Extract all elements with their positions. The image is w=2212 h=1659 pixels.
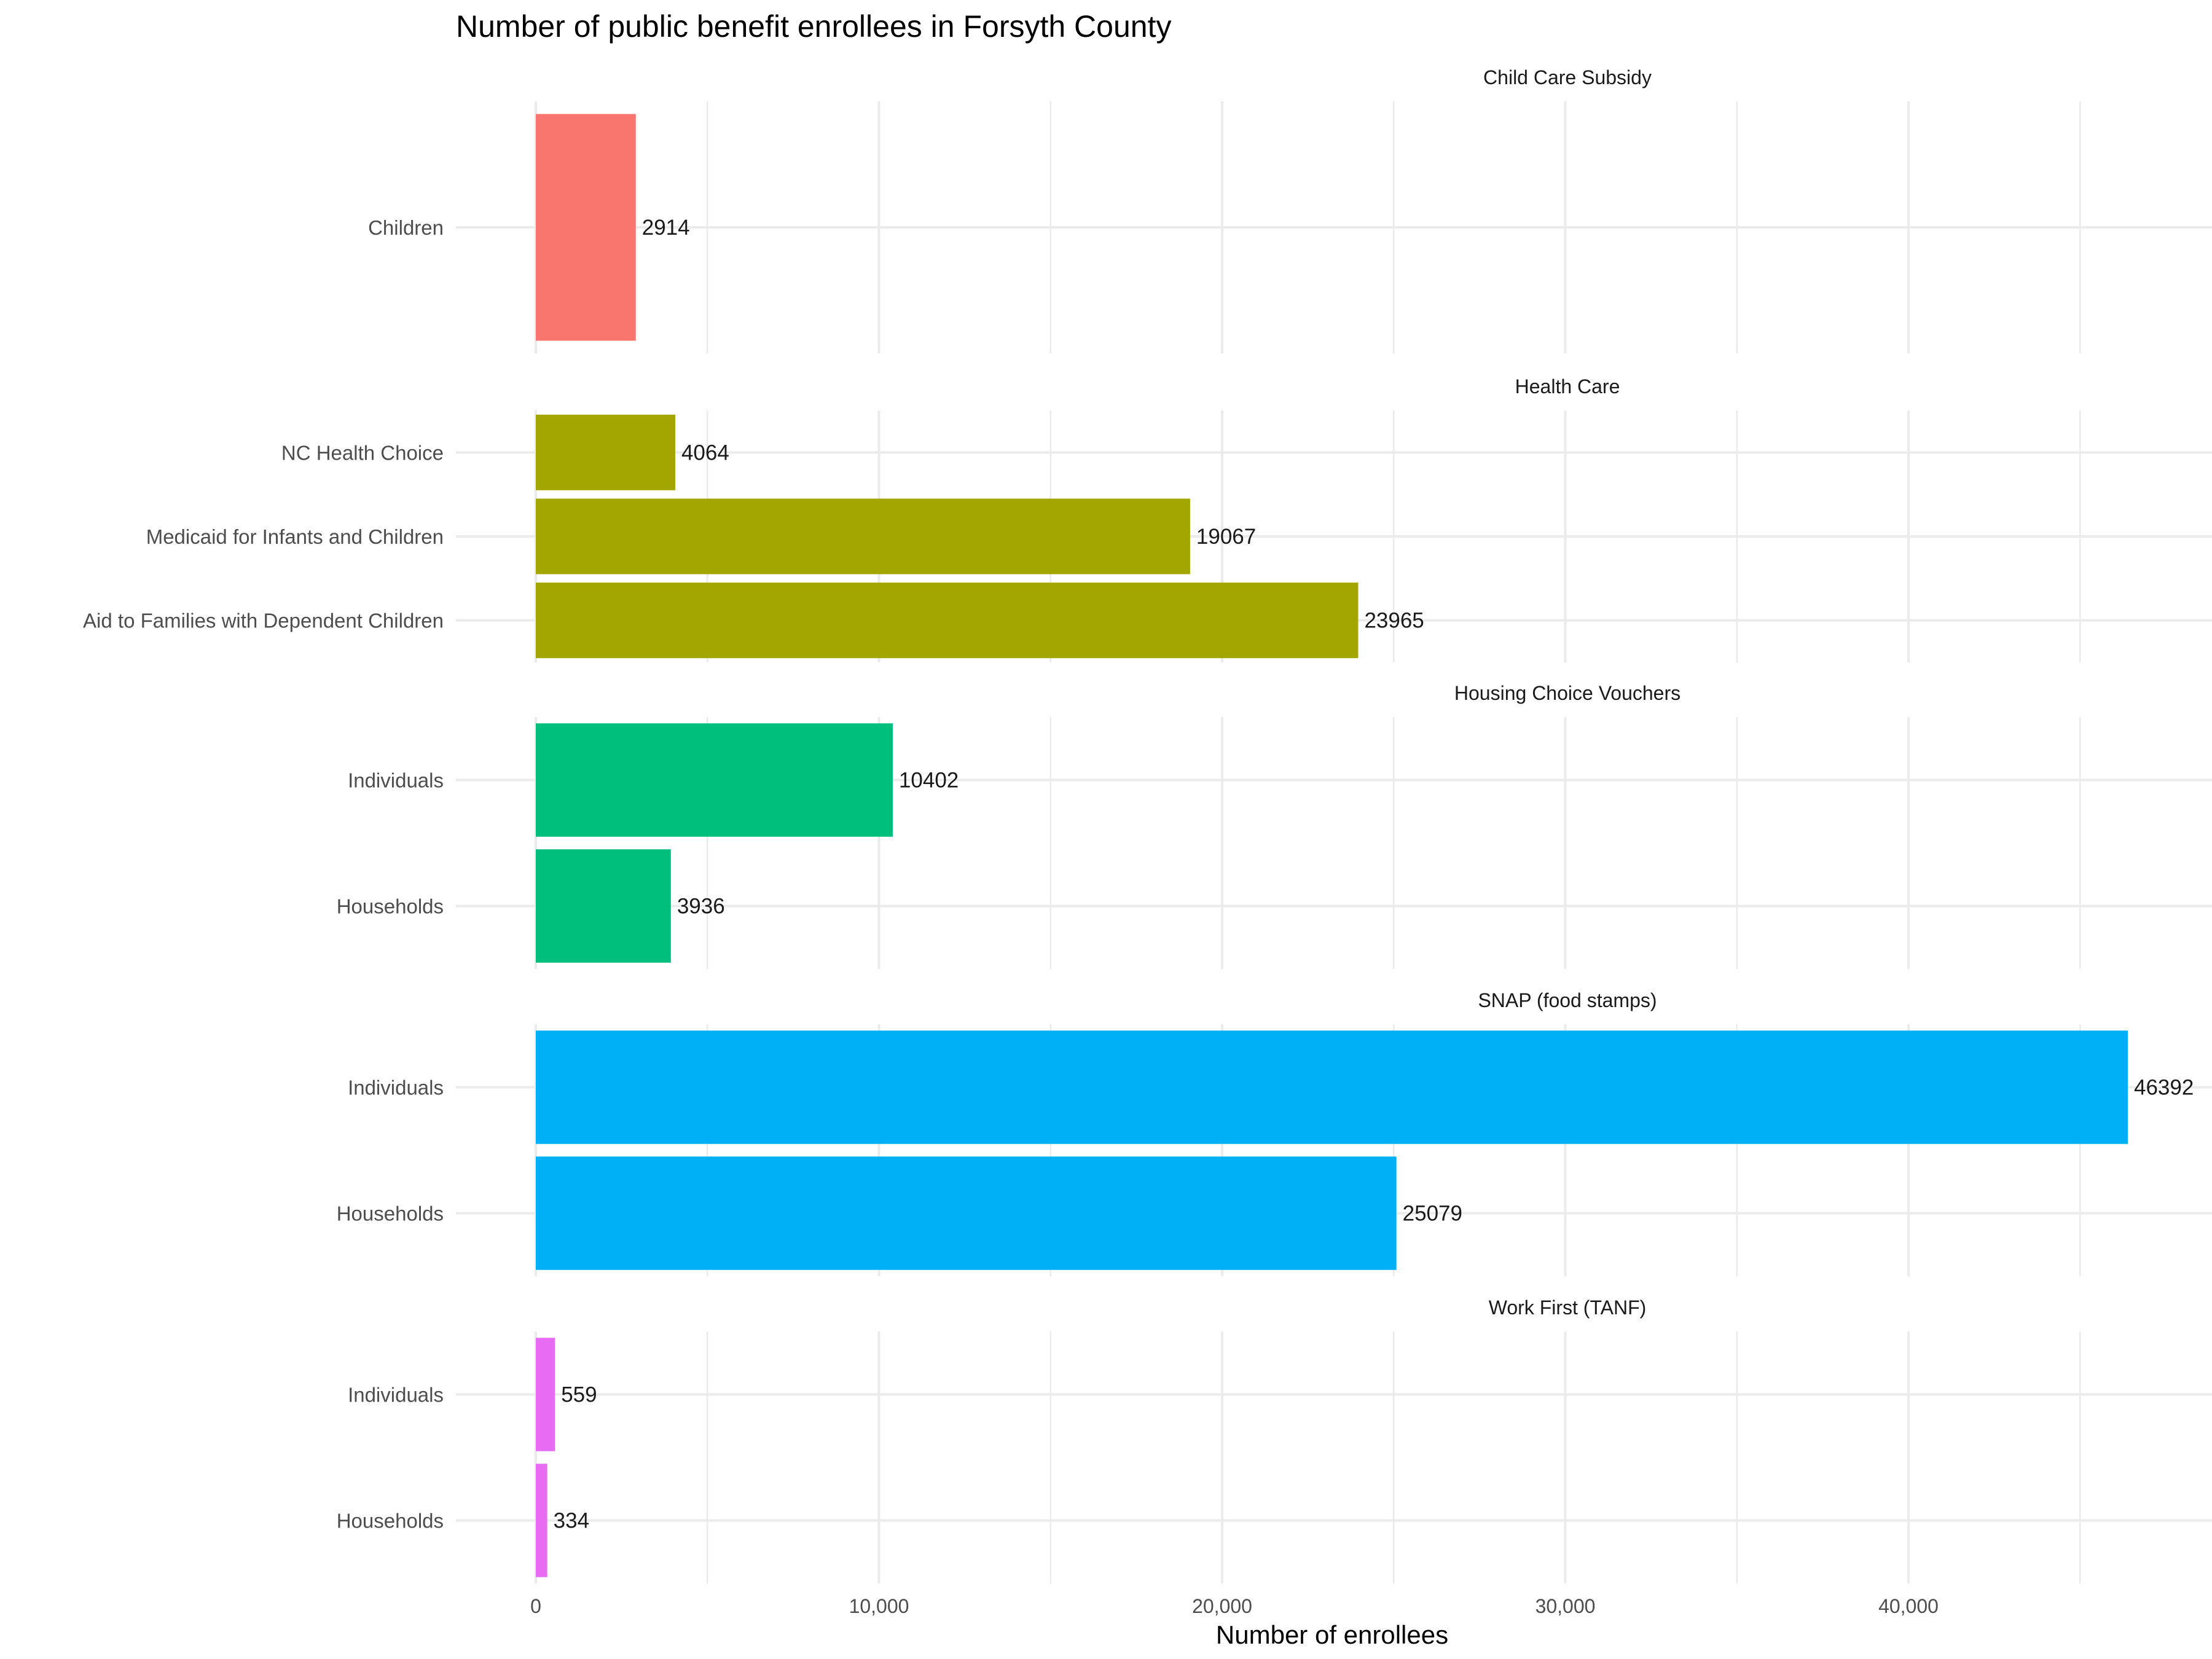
- category-label: Individuals: [348, 1077, 444, 1099]
- facet-panel: Child Care Subsidy 2914 Children: [368, 66, 2212, 353]
- facet-panel: Work First (TANF) 559 Individuals 334 Househ…: [337, 1296, 2212, 1583]
- category-label: Individuals: [348, 1384, 444, 1406]
- bar-data-label: 4064: [681, 441, 729, 465]
- x-axis-label: Number of enrollees: [1216, 1620, 1448, 1649]
- bar: [536, 849, 671, 963]
- facet-panel: Health Care 4064 NC Health Choice 19067 Medi…: [83, 375, 2212, 662]
- x-tick-label: 0: [530, 1595, 541, 1617]
- category-label: Children: [368, 216, 444, 239]
- category-label: Individuals: [348, 769, 444, 792]
- x-tick-label: 10,000: [849, 1595, 909, 1617]
- category-label: Aid to Families with Dependent Children: [83, 610, 444, 632]
- bar-data-label: 559: [561, 1383, 597, 1407]
- facet-strip-label: Child Care Subsidy: [1483, 66, 1652, 88]
- bar-data-label: 334: [554, 1509, 589, 1533]
- bar-data-label: 46392: [2134, 1076, 2194, 1100]
- chart-title: Number of public benefit enrollees in Fo…: [456, 9, 1171, 44]
- category-label: Households: [337, 895, 444, 918]
- bar: [536, 723, 893, 837]
- bar: [536, 582, 1359, 659]
- bar: [536, 414, 675, 490]
- category-label: Medicaid for Infants and Children: [146, 525, 444, 548]
- x-tick-label: 30,000: [1535, 1595, 1596, 1617]
- facet-panels: Child Care Subsidy 2914 Children Health Car…: [83, 66, 2212, 1583]
- facet-strip-label: Work First (TANF): [1489, 1296, 1647, 1319]
- bar-data-label: 25079: [1403, 1202, 1462, 1226]
- facet-strip-label: SNAP (food stamps): [1478, 989, 1657, 1011]
- x-tick-label: 40,000: [1878, 1595, 1939, 1617]
- facet-strip-label: Housing Choice Vouchers: [1454, 682, 1681, 704]
- bar: [536, 1464, 547, 1577]
- bar-data-label: 3936: [677, 895, 725, 919]
- facet-panel: Housing Choice Vouchers 10402 Individuals 3…: [337, 682, 2212, 969]
- bar-data-label: 23965: [1364, 609, 1424, 633]
- bar-data-label: 10402: [899, 769, 959, 793]
- bar: [536, 1338, 555, 1451]
- facet-strip-label: Health Care: [1515, 375, 1620, 398]
- bar-data-label: 19067: [1196, 525, 1256, 549]
- bar-data-label: 2914: [642, 216, 690, 240]
- facet-panel: SNAP (food stamps) 46392 Individuals 25079 H…: [337, 989, 2212, 1276]
- bar: [536, 498, 1190, 575]
- x-tick-label: 20,000: [1192, 1595, 1252, 1617]
- category-label: Households: [337, 1510, 444, 1532]
- x-axis: 0 10,000 20,000 30,000 40,000: [530, 1595, 1939, 1617]
- bar: [536, 1030, 2128, 1144]
- bar: [536, 114, 636, 341]
- category-label: Households: [337, 1202, 444, 1225]
- category-label: NC Health Choice: [281, 441, 444, 464]
- bar: [536, 1156, 1397, 1270]
